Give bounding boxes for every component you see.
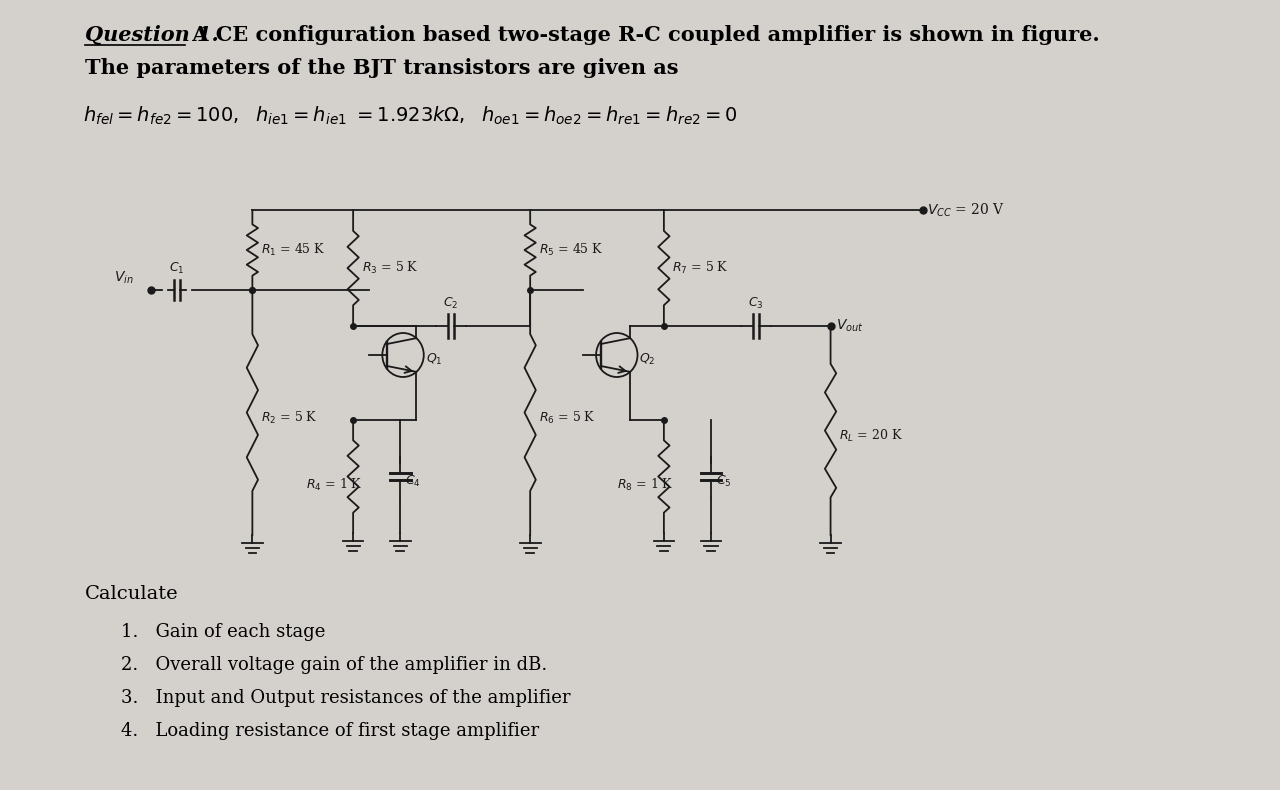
Text: $C_1$: $C_1$ [169,261,184,276]
Text: $V_{in}$: $V_{in}$ [114,270,134,286]
Text: $V_{out}$: $V_{out}$ [836,318,864,334]
Text: $C_5$: $C_5$ [716,474,731,489]
Text: The parameters of the BJT transistors are given as: The parameters of the BJT transistors ar… [84,58,678,78]
Text: $C_4$: $C_4$ [404,474,421,489]
Text: Question 1.: Question 1. [84,25,219,45]
Text: $R_6$ = 5 K: $R_6$ = 5 K [539,409,595,426]
Text: $R_8$ = 1 K: $R_8$ = 1 K [617,476,673,492]
Text: 4.   Loading resistance of first stage amplifier: 4. Loading resistance of first stage amp… [120,722,539,740]
Text: $Q_2$: $Q_2$ [640,352,655,367]
Text: $V_{CC}$ = 20 V: $V_{CC}$ = 20 V [927,201,1005,219]
Text: $R_4$ = 1 K: $R_4$ = 1 K [306,476,362,492]
Text: 3.   Input and Output resistances of the amplifier: 3. Input and Output resistances of the a… [120,689,570,707]
Text: $C_3$: $C_3$ [749,296,764,311]
Text: $Q_1$: $Q_1$ [426,352,442,367]
Text: A CE configuration based two-stage R-C coupled amplifier is shown in figure.: A CE configuration based two-stage R-C c… [184,25,1100,45]
Text: $C_2$: $C_2$ [443,296,458,311]
Text: $R_2$ = 5 K: $R_2$ = 5 K [261,409,317,426]
Text: $R_L$ = 20 K: $R_L$ = 20 K [838,427,902,444]
Text: $R_1$ = 45 K: $R_1$ = 45 K [261,242,325,258]
Text: Calculate: Calculate [84,585,178,603]
Text: 2.   Overall voltage gain of the amplifier in dB.: 2. Overall voltage gain of the amplifier… [120,656,547,674]
Text: $R_3$ = 5 K: $R_3$ = 5 K [362,260,419,276]
Text: $R_7$ = 5 K: $R_7$ = 5 K [672,260,728,276]
Text: $h_{fel}= h_{fe2}= 100,$  $h_{ie1}= h_{ie1}\ =1.923k\Omega,$  $h_{oe1}= h_{oe2}=: $h_{fel}= h_{fe2}= 100,$ $h_{ie1}= h_{ie… [83,105,737,127]
Text: $R_5$ = 45 K: $R_5$ = 45 K [539,242,603,258]
Text: 1.   Gain of each stage: 1. Gain of each stage [120,623,325,641]
